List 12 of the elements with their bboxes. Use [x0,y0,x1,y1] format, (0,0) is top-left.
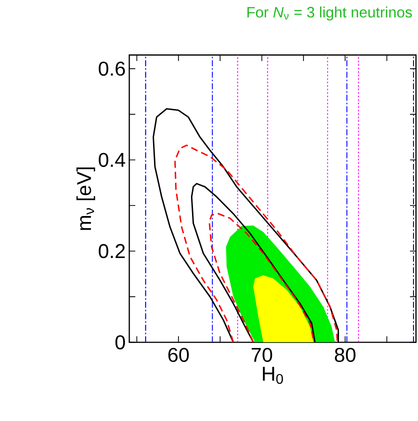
x-tick-label: 80 [334,348,356,362]
x-tick-label: 70 [252,348,272,362]
y-axis-title: m$_{ν}$ [eV] [76,167,96,230]
line-series [208,213,315,342]
chart-title: For N$_{ν}$ = 3 light neutrinos [247,6,412,21]
x-axis-title: H$_{0}$ [262,366,283,384]
y-tick-label: 0.6 [98,62,125,76]
x-tick-label: 60 [168,348,189,362]
y-tick-label: 0.2 [98,244,125,258]
y-tick-label: 0 [115,335,125,350]
y-tick-label: 0.4 [98,152,126,167]
line-series [174,144,338,342]
